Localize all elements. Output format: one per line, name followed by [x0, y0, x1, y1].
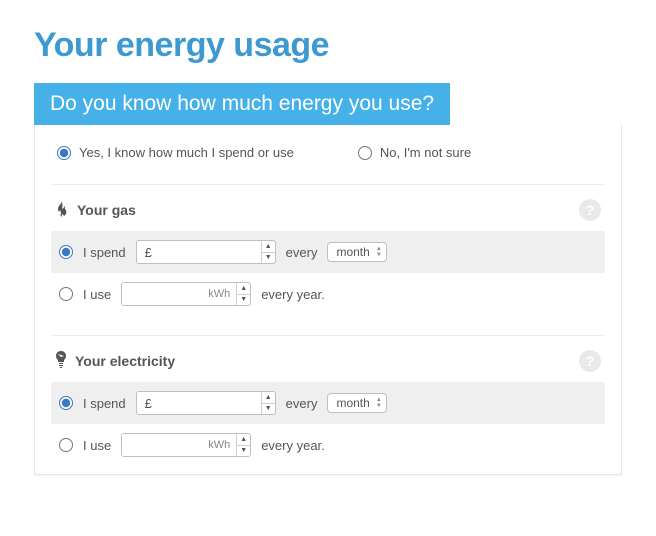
electricity-use-suffix: every year.	[261, 438, 325, 453]
know-usage-row: Yes, I know how much I spend or use No, …	[51, 145, 605, 180]
electricity-heading: Your electricity	[75, 353, 175, 369]
usage-card: Yes, I know how much I spend or use No, …	[34, 125, 622, 475]
gas-period-select[interactable]: month ▲▼	[327, 242, 386, 262]
know-yes-option[interactable]: Yes, I know how much I spend or use	[57, 145, 294, 160]
electricity-help-icon[interactable]: ?	[579, 350, 601, 372]
gas-use-row: I use kWh ▲▼ every year.	[51, 273, 605, 315]
select-arrows-icon: ▲▼	[376, 246, 382, 258]
electricity-use-label: I use	[83, 438, 111, 453]
gas-use-stepper[interactable]: ▲▼	[236, 283, 250, 305]
electricity-spend-currency: £	[137, 396, 160, 411]
electricity-period-value: month	[336, 396, 369, 410]
select-arrows-icon: ▲▼	[376, 397, 382, 409]
electricity-use-stepper[interactable]: ▲▼	[236, 434, 250, 456]
gas-use-input-group: kWh ▲▼	[121, 282, 251, 306]
electricity-use-row: I use kWh ▲▼ every year.	[51, 424, 605, 466]
gas-use-label: I use	[83, 287, 111, 302]
question-banner: Do you know how much energy you use?	[34, 83, 450, 125]
flame-icon	[55, 201, 69, 219]
electricity-spend-row: I spend £ ▲▼ every month ▲▼	[51, 382, 605, 424]
gas-heading: Your gas	[77, 202, 136, 218]
know-no-option[interactable]: No, I'm not sure	[358, 145, 471, 160]
page-title: Your energy usage	[34, 26, 622, 65]
gas-spend-row: I spend £ ▲▼ every month ▲▼	[51, 231, 605, 273]
electricity-spend-stepper[interactable]: ▲▼	[261, 392, 275, 414]
gas-use-suffix: every year.	[261, 287, 325, 302]
gas-use-input[interactable]	[122, 283, 208, 305]
electricity-spend-label: I spend	[83, 396, 126, 411]
gas-spend-input-group: £ ▲▼	[136, 240, 276, 264]
electricity-use-input[interactable]	[122, 434, 208, 456]
electricity-use-input-group: kWh ▲▼	[121, 433, 251, 457]
gas-period-value: month	[336, 245, 369, 259]
know-yes-radio[interactable]	[57, 146, 71, 160]
electricity-use-radio[interactable]	[59, 438, 73, 452]
electricity-every-label: every	[286, 396, 318, 411]
electricity-use-unit: kWh	[208, 439, 236, 451]
know-no-label: No, I'm not sure	[380, 145, 471, 160]
gas-section: Your gas ? I spend £ ▲▼ every month ▲▼	[51, 184, 605, 315]
gas-spend-stepper[interactable]: ▲▼	[261, 241, 275, 263]
bulb-icon	[55, 351, 67, 371]
gas-use-radio[interactable]	[59, 287, 73, 301]
gas-spend-label: I spend	[83, 245, 126, 260]
gas-spend-currency: £	[137, 245, 160, 260]
know-no-radio[interactable]	[358, 146, 372, 160]
electricity-spend-radio[interactable]	[59, 396, 73, 410]
electricity-spend-input[interactable]	[160, 392, 261, 414]
gas-spend-radio[interactable]	[59, 245, 73, 259]
know-yes-label: Yes, I know how much I spend or use	[79, 145, 294, 160]
electricity-period-select[interactable]: month ▲▼	[327, 393, 386, 413]
electricity-section: Your electricity ? I spend £ ▲▼ every mo…	[51, 335, 605, 466]
electricity-spend-input-group: £ ▲▼	[136, 391, 276, 415]
gas-spend-input[interactable]	[160, 241, 261, 263]
gas-use-unit: kWh	[208, 288, 236, 300]
gas-help-icon[interactable]: ?	[579, 199, 601, 221]
gas-every-label: every	[286, 245, 318, 260]
